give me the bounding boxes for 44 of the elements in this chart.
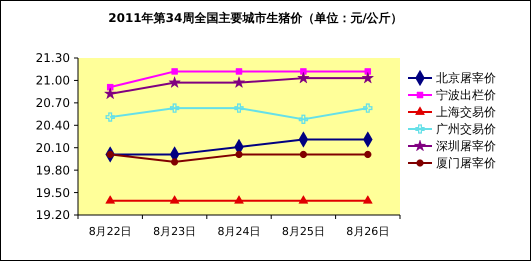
legend-label: 宁波出栏价: [436, 88, 496, 102]
x-tick-label: 8月22日: [88, 225, 132, 238]
point: [362, 72, 374, 84]
y-tick-label: 21.30: [36, 51, 70, 66]
y-tick-label: 20.10: [36, 140, 70, 155]
point: [364, 68, 372, 75]
point: [298, 195, 308, 204]
x-tick-label: 8月26日: [346, 225, 390, 238]
legend-label: 广州交易价: [436, 122, 496, 136]
point: [106, 84, 114, 90]
y-tick-label: 19.50: [36, 186, 70, 200]
point: [297, 72, 310, 84]
point: [104, 88, 116, 99]
point: [362, 195, 373, 204]
x-tick-label: 8月24日: [218, 225, 260, 238]
point: [168, 76, 181, 88]
point: [171, 68, 178, 75]
legend-label: 北京屠宰价: [436, 71, 496, 86]
point: [298, 114, 308, 124]
point: [235, 150, 243, 158]
y-tick-label: 21.00: [36, 74, 70, 88]
point: [105, 195, 116, 204]
point: [300, 68, 307, 75]
point: [170, 158, 178, 166]
y-tick-label: 19.20: [36, 208, 70, 222]
chart-title: 2011年第34周全国主要城市生猪价（单位：元/公斤）: [108, 11, 403, 25]
legend-label: 厦门屠宰价: [436, 156, 496, 170]
point: [106, 112, 115, 122]
point: [233, 76, 245, 88]
y-tick-label: 19.80: [36, 163, 70, 178]
legend-label: 深圳屠宰价: [436, 139, 496, 154]
point: [234, 195, 244, 204]
legend-label: 上海交易价: [436, 105, 496, 120]
point: [363, 103, 372, 113]
point: [364, 150, 372, 158]
point: [236, 68, 242, 75]
x-tick-label: 8月25日: [282, 225, 325, 238]
point: [234, 103, 244, 113]
point: [300, 150, 308, 158]
point: [170, 195, 180, 204]
point: [170, 103, 180, 113]
y-tick-label: 20.40: [36, 118, 70, 132]
y-tick-label: 20.70: [36, 96, 70, 110]
x-tick-label: 8月23日: [153, 225, 196, 238]
